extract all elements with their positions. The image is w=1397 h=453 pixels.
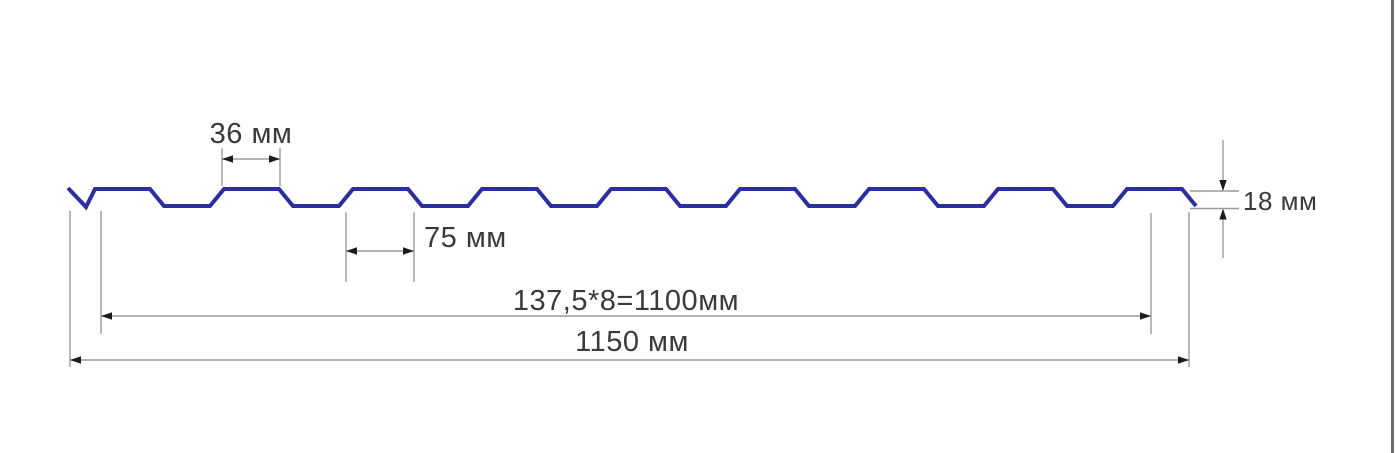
dim-label-working-width: 137,5*8=1100мм [513,285,739,317]
profile-outline [66,186,1198,211]
arrow-left-icon [222,155,233,163]
dim-rib-base-width: 75 мм [345,212,507,282]
dim-overall-width: 1150 мм [69,211,1190,367]
arrow-down-icon [1219,180,1227,191]
dim-label-rib-top-width: 36 мм [210,118,293,150]
dim-profile-height: 18 мм [1190,140,1317,258]
dim-label-profile-height: 18 мм [1243,186,1317,216]
arrow-left-icon [70,356,81,364]
arrow-right-icon [269,155,280,163]
dim-label-overall-width: 1150 мм [575,326,689,358]
arrow-right-icon [1140,312,1151,320]
dim-working-width: 137,5*8=1100мм [100,211,1152,334]
arrow-left-icon [346,247,357,255]
arrow-left-icon [101,312,112,320]
arrow-right-icon [1178,356,1189,364]
arrow-up-icon [1219,208,1227,220]
dim-rib-top-width: 36 мм [210,118,293,186]
arrow-right-icon [403,247,414,255]
dim-label-rib-base-width: 75 мм [424,222,507,254]
